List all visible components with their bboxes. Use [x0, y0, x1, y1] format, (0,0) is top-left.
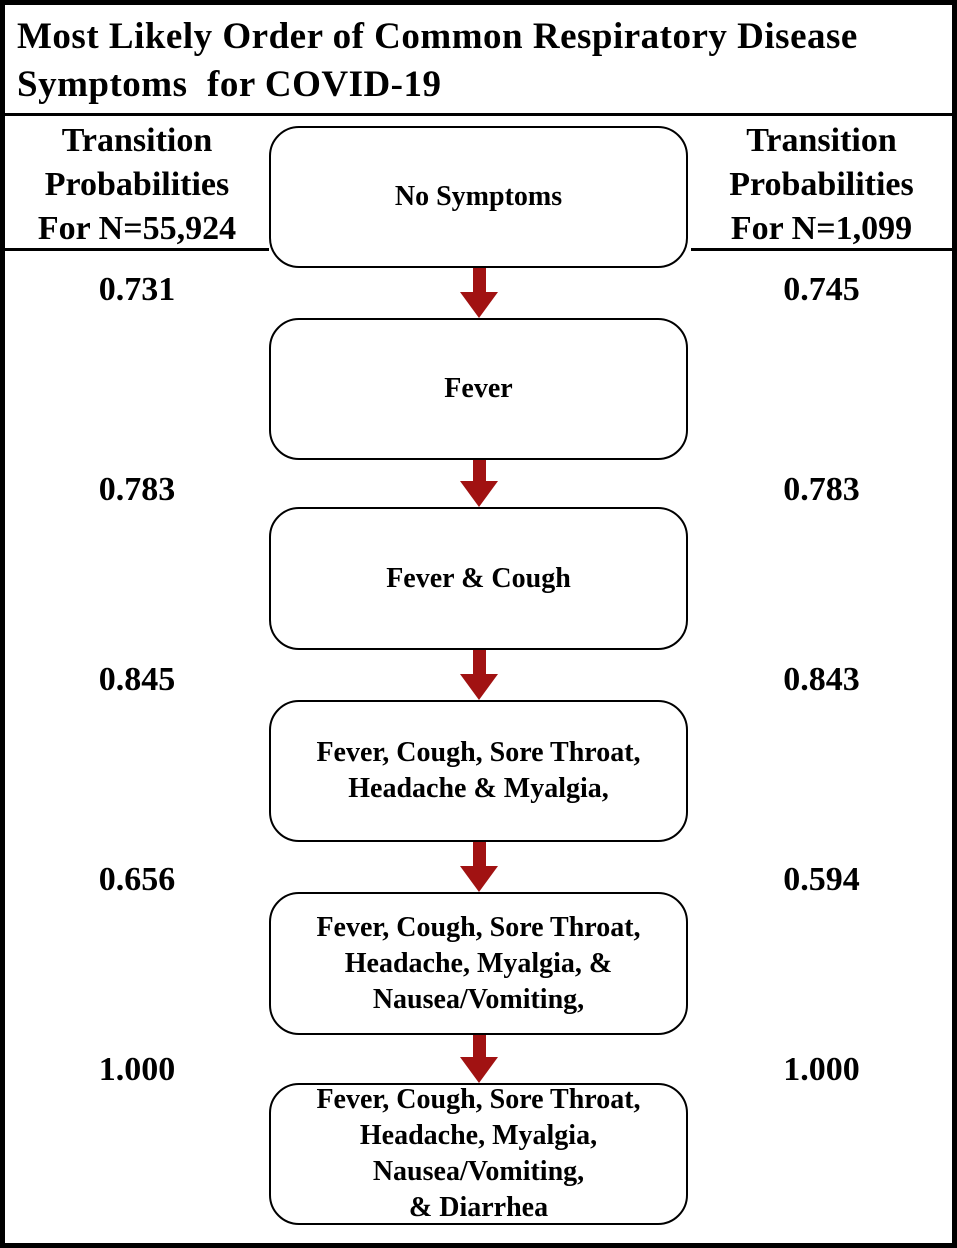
arrow-head [460, 481, 498, 507]
flow-box-label: Fever & Cough [386, 562, 571, 594]
arrow-stem [472, 268, 486, 292]
arrow-stem [472, 842, 486, 866]
arrow-head [460, 674, 498, 700]
transition-value-left-4: 0.656 [98, 861, 176, 898]
arrow-head [460, 292, 498, 318]
flow-box-label: Fever, Cough, Sore Throat, Headache & My… [316, 737, 641, 804]
title-separator [5, 113, 952, 116]
down-arrow-icon [460, 650, 498, 700]
left-header-underline [5, 248, 269, 251]
flow-box-label: Fever [444, 373, 513, 404]
flow-box-plus-nausea-vomiting: Fever, Cough, Sore Throat, Headache, Mya… [269, 892, 688, 1035]
transition-value-left-5: 1.000 [98, 1051, 176, 1088]
flow-box-fever: Fever [269, 318, 688, 460]
transition-value-right-4: 0.594 [783, 861, 860, 898]
left-transition-header: Transition Probabilities For N=55,924 [37, 122, 237, 247]
flow-box-label: Fever, Cough, Sore Throat, Headache, Mya… [316, 1084, 641, 1223]
transition-value-right-2: 0.783 [783, 471, 860, 508]
down-arrow-icon [460, 268, 498, 318]
flow-box-no-symptoms: No Symptoms [269, 126, 688, 268]
transition-value-left-1: 0.731 [98, 271, 176, 308]
flow-box-plus-diarrhea: Fever, Cough, Sore Throat, Headache, Mya… [269, 1083, 688, 1225]
transition-value-right-3: 0.843 [783, 661, 860, 698]
arrow-stem [472, 1035, 486, 1057]
arrow-stem [472, 650, 486, 674]
flow-box-label: Fever, Cough, Sore Throat, Headache, Mya… [316, 911, 641, 1015]
transition-value-left-3: 0.845 [98, 661, 176, 698]
down-arrow-icon [460, 460, 498, 507]
right-transition-header: Transition Probabilities For N=1,099 [729, 122, 914, 247]
arrow-stem [472, 460, 486, 481]
transition-value-left-2: 0.783 [98, 471, 176, 508]
page-title: Most Likely Order of Common Respiratory … [17, 16, 858, 105]
down-arrow-icon [460, 842, 498, 892]
arrow-head [460, 866, 498, 892]
flow-box-fever-cough-sorethroat-headache-myalgia: Fever, Cough, Sore Throat, Headache & My… [269, 700, 688, 842]
arrow-head [460, 1057, 498, 1083]
transition-value-right-5: 1.000 [783, 1051, 860, 1088]
down-arrow-icon [460, 1035, 498, 1083]
transition-value-right-1: 0.745 [783, 271, 860, 308]
flow-box-label: No Symptoms [394, 181, 563, 212]
flow-box-fever-cough: Fever & Cough [269, 507, 688, 650]
right-header-underline [691, 248, 952, 251]
